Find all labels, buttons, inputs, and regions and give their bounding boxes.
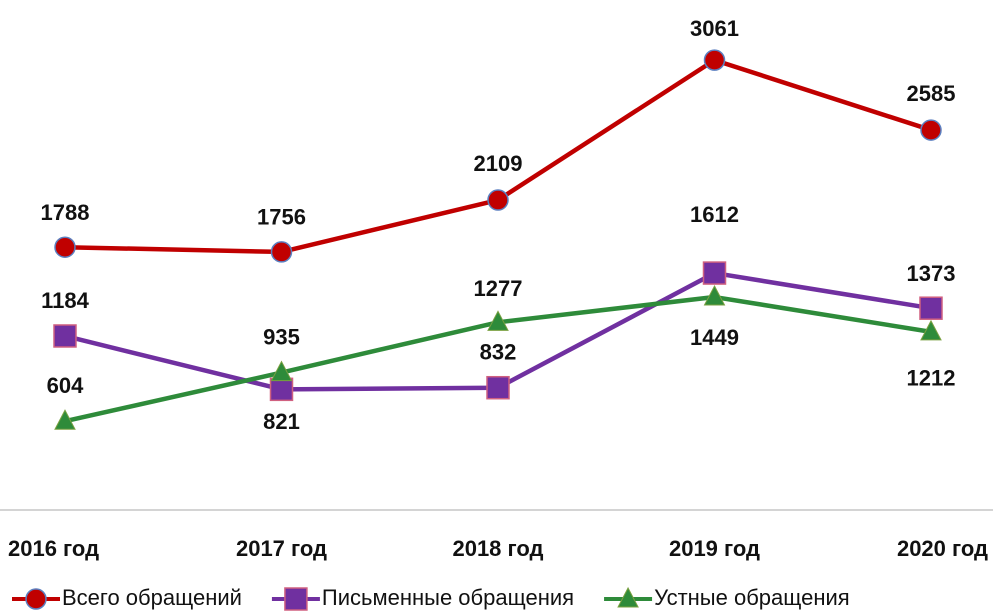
- x-tick-label: 2020 год: [897, 536, 988, 561]
- marker: [54, 409, 76, 430]
- value-label: 1184: [41, 288, 89, 313]
- marker: [53, 324, 77, 348]
- marker: [269, 377, 294, 402]
- legend-label: Устные обращения: [654, 585, 850, 610]
- marker: [270, 360, 293, 382]
- x-tick-label: 2019 год: [669, 536, 760, 561]
- x-tick-label: 2016 год: [8, 536, 99, 561]
- value-label: 604: [47, 373, 84, 398]
- marker: [920, 119, 942, 141]
- value-label: 2585: [907, 81, 956, 106]
- value-label: 832: [480, 340, 517, 365]
- value-label: 821: [263, 409, 300, 434]
- value-label: 1756: [257, 205, 306, 230]
- value-label: 2109: [474, 151, 523, 176]
- marker: [703, 284, 726, 306]
- x-tick-label: 2017 год: [236, 536, 327, 561]
- legend-label: Всего обращений: [62, 585, 242, 610]
- marker: [487, 310, 509, 331]
- marker: [54, 236, 76, 258]
- marker: [487, 189, 509, 211]
- value-label: 3061: [690, 16, 739, 41]
- legend-label: Письменные обращения: [322, 585, 574, 610]
- value-label: 935: [263, 324, 300, 349]
- value-label: 1449: [690, 325, 739, 350]
- value-label: 1212: [907, 366, 956, 391]
- value-label: 1277: [474, 276, 523, 301]
- marker: [25, 588, 47, 610]
- marker: [702, 261, 727, 285]
- marker: [270, 241, 293, 263]
- marker: [617, 586, 639, 608]
- x-tick-label: 2018 год: [452, 536, 543, 561]
- value-label: 1788: [41, 200, 90, 225]
- marker: [703, 49, 726, 71]
- marker: [920, 319, 942, 341]
- value-label: 1612: [690, 202, 739, 227]
- value-label: 1373: [907, 261, 956, 286]
- marker: [919, 296, 943, 320]
- marker: [284, 587, 308, 611]
- marker: [486, 375, 510, 400]
